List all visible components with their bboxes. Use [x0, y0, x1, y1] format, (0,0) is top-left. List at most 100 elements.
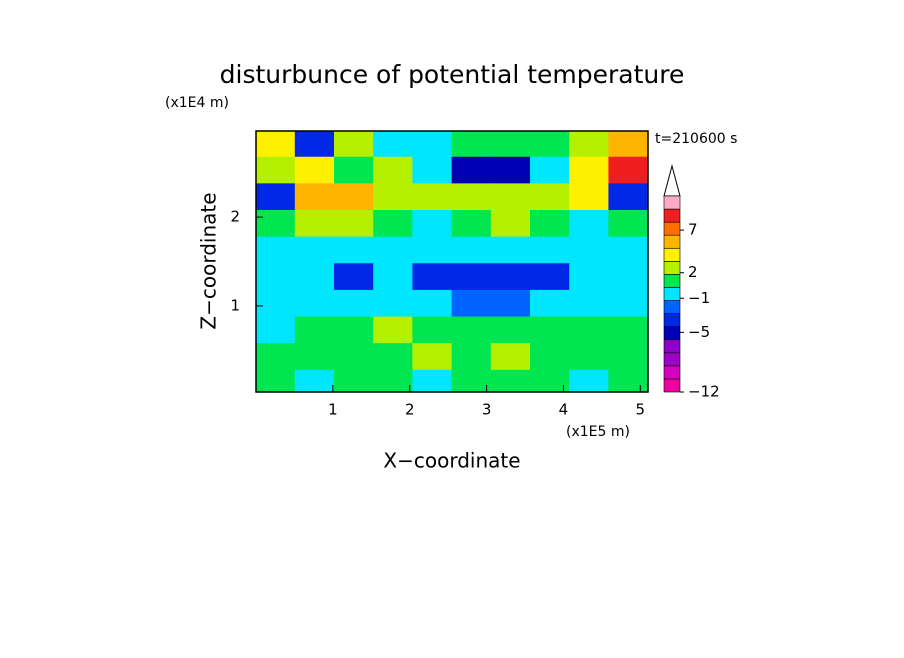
cell: [294, 156, 335, 184]
cell: [373, 369, 413, 393]
cell: [569, 343, 609, 371]
cell: [608, 183, 649, 211]
x-tick-label: 3: [482, 401, 492, 419]
cell: [530, 263, 570, 291]
colorbar-label: −12: [688, 383, 720, 401]
cell: [608, 369, 649, 393]
cell: [256, 369, 296, 393]
cell: [608, 289, 649, 318]
cell: [334, 263, 374, 291]
plot-frame: [255, 130, 649, 393]
cell: [451, 210, 492, 238]
y-unit: (x1E4 m): [165, 95, 229, 111]
colorbar-box: [663, 287, 681, 301]
colorbar-box: [663, 234, 681, 249]
cell: [412, 131, 453, 158]
cell: [412, 369, 453, 393]
cell: [490, 316, 531, 344]
cell: [334, 369, 374, 393]
colorbar-box: [663, 313, 681, 327]
colorbar-label: 7: [688, 221, 698, 239]
cell: [373, 263, 413, 291]
cell: [334, 156, 374, 184]
colorbar-box: [663, 378, 681, 393]
cell: [256, 156, 296, 184]
cell: [334, 236, 374, 264]
field: [256, 131, 649, 393]
cell: [530, 131, 570, 158]
cell: [608, 156, 649, 184]
x-tick-label: 4: [559, 401, 569, 419]
cell: [451, 156, 492, 184]
cell: [530, 316, 570, 344]
cell: [373, 316, 413, 344]
cell: [373, 183, 413, 211]
cell: [334, 289, 374, 318]
colorbar-box: [663, 274, 681, 288]
cell: [294, 316, 335, 344]
cell: [256, 316, 296, 344]
cell: [412, 236, 453, 264]
cell: [569, 131, 609, 158]
cell: [490, 369, 531, 393]
cell: [608, 263, 649, 291]
cell: [451, 236, 492, 264]
x-axis-label: X−coordinate: [383, 449, 520, 473]
cell: [569, 236, 609, 264]
cell: [373, 156, 413, 184]
cell: [412, 156, 453, 184]
cell: [294, 131, 335, 158]
colorbar-box: [663, 300, 681, 314]
colorbar-label: −1: [688, 289, 710, 307]
cell: [373, 343, 413, 371]
colorbar-box: [663, 195, 681, 210]
cell: [608, 131, 649, 158]
colorbar-arrow: [663, 164, 681, 197]
y-axis-label: Z−coordinate: [197, 192, 221, 329]
cell: [334, 343, 374, 371]
cell: [569, 289, 609, 318]
cell: [490, 156, 531, 184]
cell: [530, 236, 570, 264]
cell: [451, 289, 492, 318]
cell: [412, 263, 453, 291]
cell: [334, 131, 374, 158]
cell: [530, 343, 570, 371]
cell: [373, 236, 413, 264]
cell: [569, 210, 609, 238]
cell: [451, 316, 492, 344]
cell: [451, 131, 492, 158]
colorbar-box: [663, 326, 681, 341]
cell: [608, 236, 649, 264]
cell: [412, 343, 453, 371]
cell: [294, 263, 335, 291]
x-tick-label: 1: [328, 401, 338, 419]
cell: [256, 236, 296, 264]
chart-title: disturbunce of potential temperature: [220, 60, 685, 89]
time-label: t=210600 s: [655, 131, 737, 147]
cell: [373, 131, 413, 158]
cell: [294, 289, 335, 318]
colorbar-label: 2: [688, 263, 698, 281]
colorbar-box: [663, 247, 681, 262]
cell: [490, 236, 531, 264]
cell: [569, 316, 609, 344]
cell: [530, 289, 570, 318]
x-tick-label: 5: [636, 401, 646, 419]
cell: [256, 263, 296, 291]
cell: [256, 289, 296, 318]
cell: [412, 289, 453, 318]
cell: [490, 183, 531, 211]
cell: [412, 316, 453, 344]
colorbar-box: [663, 352, 681, 367]
cell: [608, 316, 649, 344]
cell: [569, 263, 609, 291]
cell: [530, 210, 570, 238]
cell: [294, 183, 335, 211]
y-tick-label: 2: [230, 208, 240, 226]
cell: [490, 210, 531, 238]
cell: [412, 210, 453, 238]
cell: [530, 369, 570, 393]
cell: [569, 156, 609, 184]
